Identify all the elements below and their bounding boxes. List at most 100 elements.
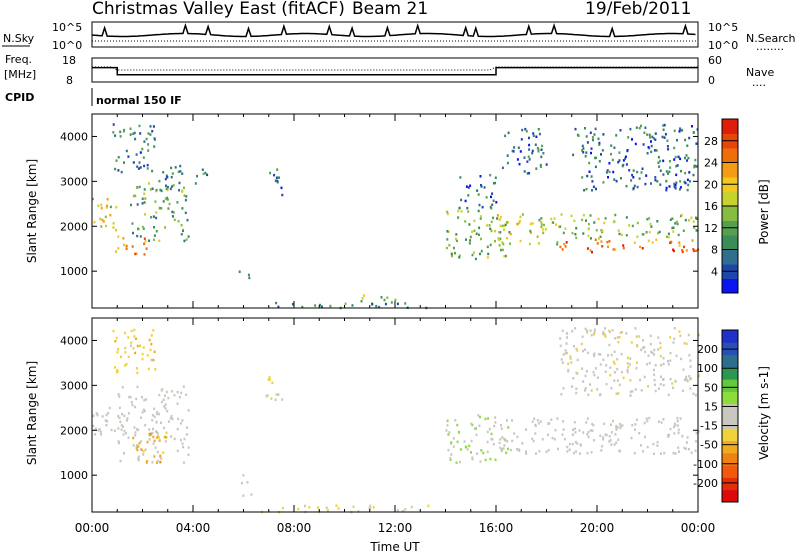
velocity-cell	[575, 391, 578, 395]
velocity-cell	[516, 448, 518, 451]
velocity-cell	[591, 422, 594, 426]
velocity-cell	[616, 426, 619, 429]
colorbar-swatch	[722, 278, 738, 294]
velocity-cell	[153, 455, 156, 458]
power-cell	[469, 184, 472, 187]
velocity-cell	[297, 507, 300, 511]
velocity-cell	[187, 453, 190, 456]
velocity-cell	[500, 449, 503, 453]
velocity-cell	[246, 481, 249, 484]
velocity-cell	[687, 333, 690, 337]
velocity-cell	[173, 394, 176, 397]
power-cell	[528, 143, 531, 147]
power-ylabel: Slant Range [km]	[25, 159, 39, 263]
velocity-cell	[154, 368, 157, 371]
colorbar-tick-label: 100	[697, 362, 718, 375]
power-cell	[165, 184, 167, 187]
power-cell	[383, 298, 386, 302]
velocity-cell	[676, 420, 679, 423]
velocity-cell	[185, 433, 188, 436]
power-cell	[143, 140, 146, 143]
velocity-cell	[372, 506, 375, 509]
velocity-cell	[492, 443, 495, 446]
velocity-cell	[618, 383, 621, 387]
colorbar-swatch	[722, 235, 738, 250]
velocity-cell	[182, 385, 185, 388]
velocity-cell	[479, 415, 481, 419]
velocity-cell	[499, 446, 502, 450]
power-cell	[540, 225, 543, 229]
velocity-cell	[592, 370, 595, 374]
velocity-cell	[105, 423, 108, 427]
freq-tick-low: 8	[66, 74, 73, 87]
velocity-cell	[660, 421, 663, 424]
power-cell	[657, 156, 660, 159]
power-cell	[584, 155, 587, 158]
velocity-cell	[160, 421, 162, 424]
power-cell	[687, 156, 690, 160]
velocity-cell	[154, 430, 157, 433]
y-tick-label: 4000	[60, 130, 88, 143]
colorbar-swatch	[722, 416, 738, 429]
freq-label: Freq.	[5, 53, 32, 66]
velocity-cell	[164, 403, 167, 406]
velocity-cell	[265, 395, 268, 398]
power-cell	[672, 226, 675, 229]
nave-trace	[92, 66, 698, 71]
velocity-cell	[505, 451, 508, 455]
velocity-cell	[475, 433, 478, 437]
power-cell	[206, 173, 209, 177]
velocity-cell	[669, 336, 672, 339]
velocity-cell	[612, 360, 615, 363]
power-cell	[658, 230, 661, 234]
velocity-cell	[575, 387, 578, 390]
velocity-cell	[590, 389, 593, 392]
power-cell	[112, 222, 115, 225]
power-cell	[529, 222, 532, 226]
velocity-cell	[123, 331, 126, 335]
velocity-cell	[567, 362, 570, 366]
velocity-cell	[677, 428, 680, 432]
power-cell	[654, 132, 657, 135]
power-cell	[622, 246, 625, 250]
colorbar-tick-label: 20	[704, 178, 718, 191]
velocity-cell	[685, 375, 688, 379]
power-cell	[587, 234, 590, 238]
velocity-cell	[678, 450, 680, 453]
power-cell	[556, 241, 559, 244]
power-cell	[508, 231, 511, 234]
power-cell	[146, 167, 149, 170]
power-cell	[143, 253, 146, 256]
velocity-cell	[141, 395, 143, 399]
velocity-cell	[304, 504, 306, 508]
power-cell	[496, 214, 499, 217]
y-tick-label: 1000	[60, 469, 88, 482]
velocity-cell	[137, 428, 140, 432]
power-cell	[173, 218, 176, 222]
power-cell	[669, 218, 672, 221]
power-cell	[542, 231, 545, 235]
power-cell	[471, 230, 474, 233]
velocity-cell	[120, 428, 123, 431]
power-cell	[585, 151, 588, 154]
velocity-cell	[156, 411, 159, 414]
velocity-cell	[608, 329, 611, 333]
nave-tick-high: 60	[708, 54, 722, 67]
power-cell	[665, 179, 668, 183]
velocity-cell	[507, 447, 509, 451]
velocity-cell	[604, 370, 607, 373]
power-cell	[473, 251, 475, 254]
velocity-cell	[513, 432, 516, 435]
velocity-cell	[660, 375, 662, 379]
power-cell	[587, 222, 590, 226]
power-cell	[155, 230, 158, 233]
power-cell	[117, 247, 120, 250]
power-cell	[618, 159, 621, 162]
velocity-cell	[560, 358, 563, 361]
velocity-cell	[92, 414, 95, 418]
power-cell	[502, 248, 504, 252]
velocity-cell	[127, 336, 130, 339]
velocity-cell	[170, 435, 173, 438]
velocity-cell	[597, 352, 600, 356]
velocity-cell	[605, 382, 608, 386]
